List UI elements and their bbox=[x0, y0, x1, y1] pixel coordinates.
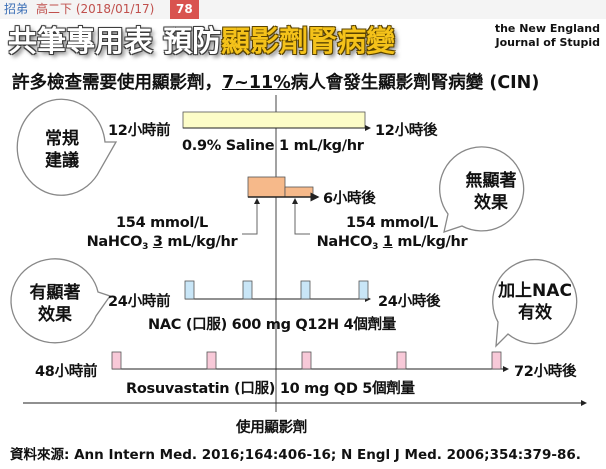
bicarb-low-bar bbox=[284, 186, 314, 198]
nac-start: 24小時前 bbox=[108, 294, 171, 310]
post-meta: 高二下 (2018/01/17) bbox=[36, 2, 155, 16]
nac-end: 24小時後 bbox=[378, 294, 441, 310]
rosuvastatin-dose-marker bbox=[301, 351, 312, 370]
bubble-no-effect bbox=[439, 146, 525, 233]
bubble-no-effect-text: 無顯著 效果 bbox=[465, 171, 517, 213]
saline-end: 12小時後 bbox=[375, 123, 438, 139]
rosuvastatin-dose-marker bbox=[206, 351, 217, 370]
bicarb-high-bar bbox=[247, 176, 286, 198]
top-bar: 招弟 高二下 (2018/01/17) 78 bbox=[0, 0, 606, 19]
bicarb-end: 6小時後 bbox=[323, 191, 376, 207]
bubble-nac-effective bbox=[492, 258, 578, 348]
bicarb-left-pointer bbox=[242, 201, 258, 235]
saline-bar bbox=[182, 111, 366, 129]
bicarb-right-pointer bbox=[294, 201, 310, 235]
rosuvastatin-start: 48小時前 bbox=[35, 364, 98, 380]
source-citation: 資料來源: Ann Intern Med. 2016;164:406-16; N… bbox=[10, 447, 581, 463]
saline-start: 12小時前 bbox=[108, 123, 171, 139]
bicarb-right-label: 154 mmol/L NaHCO3 1 mL/kg/hr bbox=[316, 215, 468, 252]
bubble-effect-text: 有顯著 效果 bbox=[29, 283, 81, 325]
bubble-routine bbox=[16, 98, 118, 196]
nac-dose-marker bbox=[358, 280, 369, 300]
nac-dose-marker bbox=[184, 280, 195, 300]
nac-dose-marker bbox=[242, 280, 253, 300]
axis-label: 使用顯影劑 bbox=[236, 420, 307, 436]
rosuvastatin-label: Rosuvastatin (口服) 10 mg QD 5個劑量 bbox=[126, 381, 415, 397]
nac-dose-marker bbox=[300, 280, 311, 300]
rosuvastatin-dose-marker bbox=[491, 351, 502, 370]
bubble-routine-text: 常規 建議 bbox=[45, 129, 79, 171]
subtitle: 許多檢查需要使用顯影劑，7~11%病人會發生顯影劑腎病變 (CIN) bbox=[12, 73, 540, 93]
rosuvastatin-dose-marker bbox=[396, 351, 407, 370]
saline-label: 0.9% Saline 1 mL/kg/hr bbox=[182, 138, 364, 154]
bubble-nac-effective-text: 加上NAC 有效 bbox=[498, 281, 572, 323]
nac-label: NAC (口服) 600 mg Q12H 4個劑量 bbox=[148, 317, 396, 333]
page-title: 共筆專用表 預防顯影劑腎病變 bbox=[8, 24, 396, 58]
journal-logo: the New England Journal of Stupid bbox=[494, 22, 600, 49]
rosuvastatin-dose-marker bbox=[111, 351, 122, 370]
bicarb-left-label: 154 mmol/L NaHCO3 3 mL/kg/hr bbox=[86, 215, 238, 252]
user-link[interactable]: 招弟 bbox=[4, 2, 29, 16]
count-badge: 78 bbox=[170, 0, 199, 19]
bubble-effect bbox=[10, 258, 112, 344]
rosuvastatin-end: 72小時後 bbox=[514, 364, 577, 380]
